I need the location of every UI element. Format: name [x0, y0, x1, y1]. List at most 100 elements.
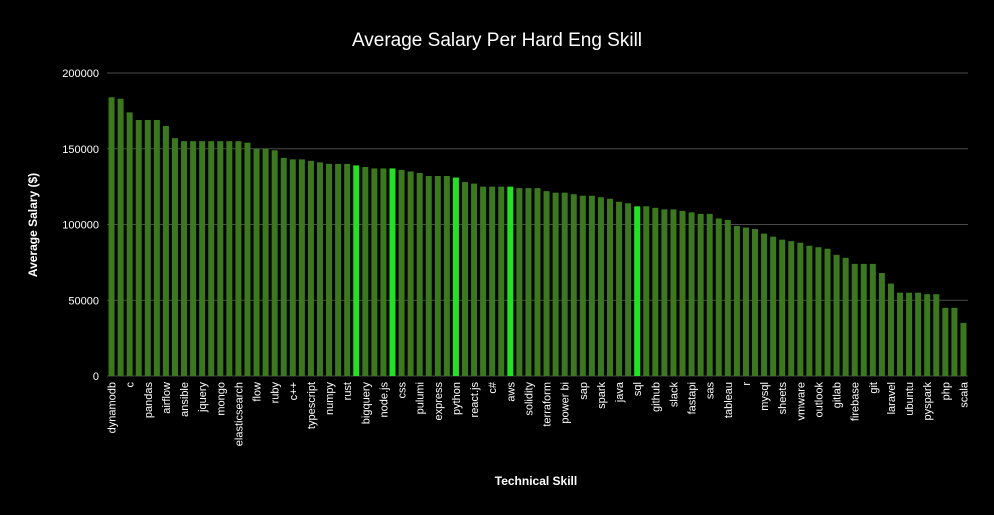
x-tick-label: node.js — [378, 382, 390, 418]
x-tick-label: react.js — [469, 382, 481, 418]
bar — [344, 163, 351, 376]
bar — [162, 126, 169, 377]
bar — [724, 219, 731, 376]
x-tick-label: pulumi — [415, 382, 427, 414]
bar — [289, 159, 296, 376]
bar — [353, 165, 360, 376]
bar — [824, 248, 831, 376]
x-tick-label: ruby — [270, 382, 282, 404]
bar — [960, 322, 967, 376]
bar — [144, 119, 151, 376]
x-tick-label: express — [433, 382, 445, 421]
bar — [244, 142, 251, 376]
x-tick-label: mysql — [759, 382, 771, 411]
bar — [398, 169, 405, 376]
bar — [779, 239, 786, 376]
x-tick-label: sap — [578, 382, 590, 400]
bar — [833, 254, 840, 376]
bar — [951, 307, 958, 376]
bar — [969, 335, 976, 376]
x-tick-label: c# — [487, 381, 499, 394]
bar — [752, 229, 759, 376]
bar — [298, 159, 305, 376]
x-tick-label: gitlab — [832, 382, 844, 408]
x-tick-label: sql — [632, 382, 644, 396]
bar — [652, 207, 659, 376]
x-tick-label: tableau — [723, 382, 735, 418]
bar — [761, 233, 768, 376]
bar — [335, 163, 342, 376]
x-tick-label: solidity — [523, 382, 535, 416]
bar — [153, 119, 160, 376]
bar — [851, 263, 858, 376]
x-tick-label: slack — [668, 382, 680, 408]
bar — [588, 195, 595, 376]
x-tick-label: dynamodb — [107, 382, 119, 433]
x-tick-label: ubuntu — [904, 382, 916, 416]
bar — [489, 186, 496, 376]
x-tick-label: aws — [505, 382, 517, 402]
x-tick-label: c — [125, 382, 137, 388]
bar — [262, 148, 269, 376]
bar — [117, 98, 124, 376]
bar — [706, 213, 713, 376]
bar — [525, 188, 532, 376]
bar — [797, 242, 804, 376]
bar — [126, 112, 133, 376]
y-axis-title: Average Salary ($) — [26, 173, 40, 277]
bar — [906, 292, 913, 376]
bar — [561, 192, 568, 376]
x-tick-label: r — [741, 382, 753, 386]
bar — [407, 171, 414, 376]
chart-title: Average Salary Per Hard Eng Skill — [352, 30, 642, 51]
bar — [597, 197, 604, 376]
x-tick-label: firebase — [850, 382, 862, 421]
x-tick-label: bigquery — [360, 382, 372, 425]
bar — [362, 166, 369, 376]
bar — [679, 210, 686, 376]
x-tick-label: sas — [705, 382, 717, 400]
bar — [552, 192, 559, 376]
bar — [425, 176, 432, 376]
bar — [135, 119, 142, 376]
bar — [235, 141, 242, 376]
bar — [897, 292, 904, 376]
bar — [371, 168, 378, 376]
x-tick-label: power bi — [560, 382, 572, 424]
bar — [253, 148, 260, 376]
bar — [933, 294, 940, 376]
bar — [634, 206, 641, 376]
x-tick-label: typescript — [306, 382, 318, 429]
bar — [661, 209, 668, 376]
y-tick-label: 150000 — [62, 144, 99, 156]
bar — [443, 176, 450, 376]
bar — [688, 212, 695, 376]
bar — [534, 188, 541, 376]
bar — [607, 198, 614, 376]
bar — [543, 191, 550, 376]
bar — [181, 141, 188, 376]
bar — [199, 141, 206, 376]
x-tick-label: pandas — [143, 382, 155, 419]
bar — [461, 182, 468, 376]
bar — [108, 97, 115, 377]
x-axis-title: Technical Skill — [495, 474, 577, 488]
x-tick-label: python — [451, 382, 463, 415]
bar — [697, 213, 704, 376]
bar — [842, 257, 849, 376]
bar — [942, 307, 949, 376]
bar — [416, 172, 423, 376]
bar — [915, 292, 922, 376]
bar — [625, 203, 632, 376]
bar — [507, 186, 514, 376]
y-tick-label: 0 — [93, 371, 99, 383]
bar — [570, 194, 577, 376]
bar — [452, 177, 459, 376]
bar — [190, 141, 197, 376]
x-tick-label: jquery — [197, 382, 209, 413]
x-tick-label: ansible — [179, 382, 191, 417]
x-tick-label: flow — [252, 382, 264, 402]
x-tick-label: numpy — [324, 382, 336, 416]
bar — [389, 168, 396, 376]
bar — [217, 141, 224, 376]
